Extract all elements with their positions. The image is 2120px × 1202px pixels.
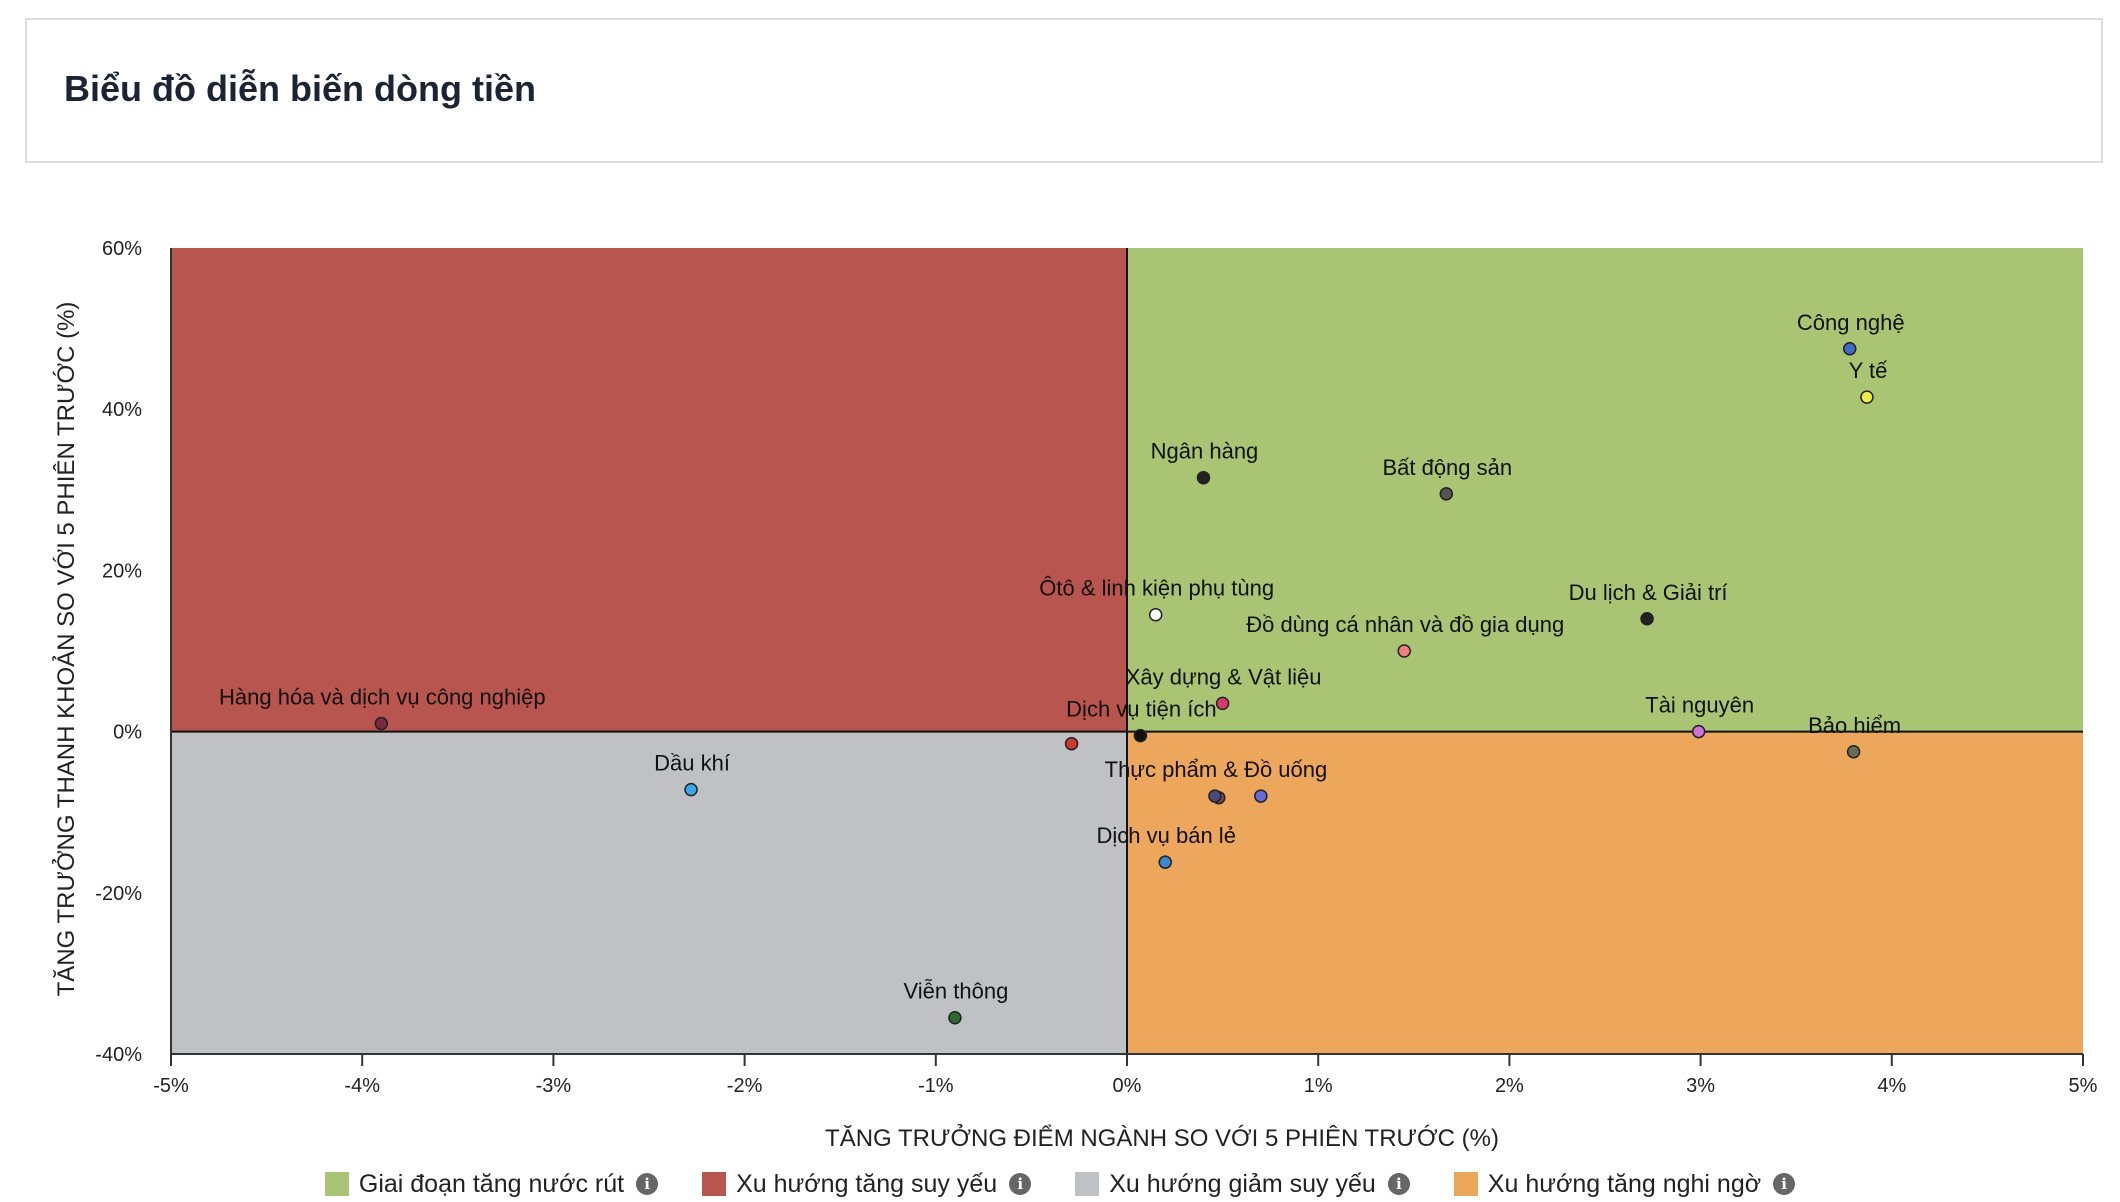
page-title: Biểu đồ diễn biến dòng tiền bbox=[64, 68, 536, 109]
chart-header-card: Biểu đồ diễn biến dòng tiền bbox=[25, 18, 2103, 163]
data-point-label: Thực phẩm & Đồ uống bbox=[1105, 757, 1328, 782]
data-point-label: Viễn thông bbox=[904, 979, 1009, 1004]
legend-swatch bbox=[1453, 1172, 1478, 1196]
data-point bbox=[1397, 644, 1411, 658]
info-icon[interactable]: i bbox=[1387, 1173, 1410, 1195]
data-point bbox=[1148, 607, 1163, 622]
data-point bbox=[948, 1010, 962, 1025]
legend-item-sprint-up[interactable]: Giai đoạn tăng nước rút i bbox=[324, 1169, 659, 1199]
y-axis-title: TĂNG TRƯỞNG THANH KHOẢN SO VỚI 5 PHIÊN T… bbox=[51, 302, 80, 997]
data-point bbox=[684, 782, 698, 797]
info-icon[interactable]: i bbox=[1009, 1173, 1032, 1195]
y-tick-label: 40% bbox=[102, 399, 142, 421]
x-tick-label: 0% bbox=[1113, 1075, 1142, 1097]
data-point bbox=[1254, 789, 1268, 803]
legend-item-doubtful-up[interactable]: Xu hướng tăng nghi ngờ i bbox=[1453, 1169, 1796, 1199]
y-tick-label: 20% bbox=[102, 560, 142, 582]
data-point bbox=[1133, 728, 1148, 743]
data-point bbox=[1439, 487, 1454, 501]
data-point bbox=[1215, 696, 1230, 711]
quadrant-top-right bbox=[1127, 248, 2083, 732]
quadrant-top-left bbox=[171, 248, 1127, 732]
x-tick-label: 1% bbox=[1304, 1075, 1333, 1097]
quadrant-bottom-left bbox=[171, 731, 1127, 1054]
data-point-label: Dịch vụ bán lẻ bbox=[1097, 823, 1236, 848]
x-axis-title: TĂNG TRƯỞNG ĐIỂM NGÀNH SO VỚI 5 PHIÊN TR… bbox=[825, 1123, 1499, 1152]
data-point-label: Bất động sản bbox=[1382, 455, 1512, 480]
x-tick-label: -4% bbox=[344, 1075, 380, 1097]
data-point-label: Hàng hóa và dịch vụ công nghiệp bbox=[219, 685, 546, 710]
legend-label: Xu hướng tăng nghi ngờ bbox=[1487, 1169, 1762, 1198]
y-tick-label: -20% bbox=[95, 883, 142, 905]
y-tick-label: 0% bbox=[113, 722, 142, 744]
data-point bbox=[1196, 470, 1211, 485]
x-tick-label: -2% bbox=[727, 1075, 763, 1097]
data-point-label: Đồ dùng cá nhân và đồ gia dụng bbox=[1246, 612, 1564, 637]
y-tick-label: 60% bbox=[102, 238, 142, 260]
x-tick-label: 2% bbox=[1495, 1075, 1524, 1097]
data-point-label: Ngân hàng bbox=[1151, 439, 1259, 464]
data-point-label: Dầu khí bbox=[654, 751, 730, 776]
data-point bbox=[1064, 736, 1079, 751]
legend-swatch bbox=[1075, 1172, 1100, 1196]
quadrant-bottom-right bbox=[1127, 731, 2083, 1054]
x-tick-label: -5% bbox=[153, 1075, 189, 1097]
data-point-label: Xây dựng & Vật liệu bbox=[1126, 664, 1322, 689]
data-point-label: Bảo hiểm bbox=[1808, 713, 1901, 738]
legend-label: Giai đoạn tăng nước rút bbox=[358, 1169, 625, 1198]
info-icon[interactable]: i bbox=[636, 1173, 659, 1195]
data-point-label: Ôtô & linh kiện phụ tùng bbox=[1039, 576, 1274, 601]
data-point-label: Y tế bbox=[1849, 358, 1888, 383]
data-point-label: Dịch vụ tiện ích bbox=[1066, 697, 1216, 722]
legend-swatch bbox=[324, 1172, 349, 1196]
legend-label: Xu hướng tăng suy yếu bbox=[736, 1169, 998, 1198]
legend-label: Xu hướng giảm suy yếu bbox=[1109, 1169, 1376, 1198]
x-tick-label: 5% bbox=[2069, 1075, 2098, 1097]
data-point bbox=[1842, 342, 1857, 356]
money-flow-scatter-chart: -5% -4% -3% -2% -1% 0% 1% 2% 3% 4% 5% -40% -20% 0% 20%… bbox=[51, 238, 2098, 1152]
data-point bbox=[1640, 612, 1654, 626]
info-icon[interactable]: i bbox=[1773, 1173, 1796, 1195]
data-point bbox=[1158, 855, 1172, 869]
x-tick-label: -3% bbox=[536, 1075, 572, 1097]
x-tick-label: -1% bbox=[918, 1075, 954, 1097]
data-point-label: Công nghệ bbox=[1797, 310, 1905, 335]
y-tick-label: -40% bbox=[95, 1044, 142, 1066]
data-point bbox=[1846, 745, 1861, 759]
legend-item-weakening-up[interactable]: Xu hướng tăng suy yếu i bbox=[702, 1169, 1032, 1199]
data-point bbox=[1860, 390, 1874, 404]
x-tick-label: 3% bbox=[1686, 1075, 1715, 1097]
data-point-label: Du lịch & Giải trí bbox=[1569, 580, 1728, 605]
chart-legend: Giai đoạn tăng nước rút i Xu hướng tăng … bbox=[0, 1166, 2120, 1202]
data-point-label: Tài nguyên bbox=[1645, 693, 1754, 718]
x-tick-label: 4% bbox=[1877, 1075, 1906, 1097]
data-point bbox=[374, 716, 389, 731]
data-point bbox=[1208, 789, 1222, 803]
legend-item-weakening-down[interactable]: Xu hướng giảm suy yếu i bbox=[1075, 1170, 1410, 1199]
data-point bbox=[1691, 724, 1706, 739]
legend-swatch bbox=[702, 1172, 727, 1196]
